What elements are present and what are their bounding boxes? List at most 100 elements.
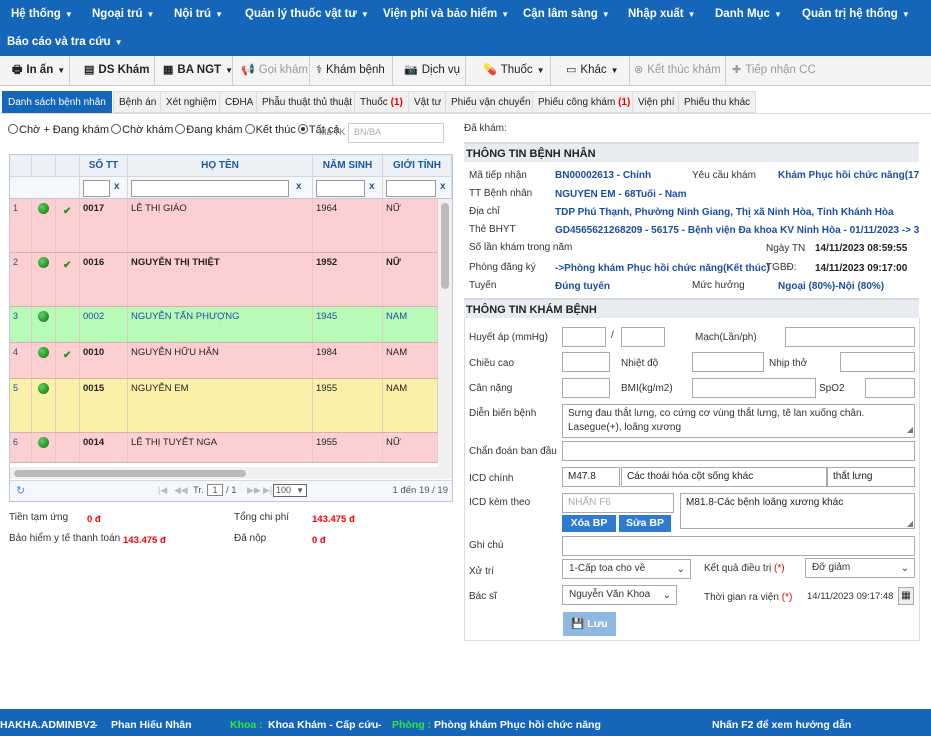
menu-noi-tru[interactable]: Nội trú ▼ — [174, 8, 223, 20]
xoa-bp-button[interactable]: Xóa BP — [562, 515, 616, 532]
icd-kem-input[interactable]: NHẤN F6 — [562, 493, 674, 513]
vertical-scrollbar[interactable] — [438, 199, 452, 467]
medicine-button[interactable]: 💊 Thuốc ▼ — [466, 56, 551, 85]
radio-tat-ca[interactable] — [297, 124, 308, 134]
tab-phieu-thu-khac[interactable]: Phiếu thu khác — [678, 91, 757, 113]
tab-benh-an[interactable]: Bệnh án — [113, 91, 163, 113]
scroll-thumb[interactable] — [14, 470, 246, 477]
huyet-ap-diastolic-input[interactable] — [621, 327, 665, 347]
chieu-cao-input[interactable] — [562, 352, 610, 372]
horizontal-scrollbar[interactable] — [10, 467, 452, 479]
ds-kham-button[interactable]: ▤ DS Khám — [70, 56, 155, 85]
prev-page-icon[interactable]: ◀◀ — [174, 485, 188, 495]
chan-doan-input[interactable] — [562, 441, 915, 461]
spo2-input[interactable] — [865, 378, 915, 398]
menu-label: Hệ thống — [11, 8, 61, 20]
tab-phieu-cong-kham[interactable]: Phiếu công khám (1) — [532, 91, 637, 113]
status-filter: Chờ + Đang khám Chờ khám Đang khám Kết thúc… — [8, 124, 342, 136]
table-row[interactable]: 3 0002 NGUYỄN TẤN PHƯỢNG 1945 NAM — [10, 307, 438, 343]
icd-code-input[interactable]: M47.8 — [562, 467, 620, 487]
resize-handle-icon[interactable]: ◢ — [906, 519, 913, 528]
filter-year-input[interactable] — [316, 180, 365, 197]
first-page-icon[interactable]: |◀ — [158, 485, 168, 495]
can-nang-input[interactable] — [562, 378, 610, 398]
ma-tk-input[interactable]: BN/BA — [348, 123, 444, 143]
examine-button[interactable]: ⚕ Khám bệnh — [310, 56, 393, 85]
col-year-header[interactable]: NĂM SINH — [313, 155, 383, 177]
sua-bp-button[interactable]: Sửa BP — [619, 515, 671, 532]
filter-stt-input[interactable] — [83, 180, 110, 197]
main-menu-bar: Hệ thống ▼ Ngoại trú ▼ Nội trú ▼ Quản lý th… — [0, 0, 931, 56]
col-gender-header[interactable]: GIỚI TÍNH — [383, 155, 452, 177]
menu-vien-phi[interactable]: Viện phí và bảo hiểm ▼ — [383, 8, 509, 20]
clear-filter-icon[interactable]: x — [440, 181, 446, 192]
tab-danh-sach[interactable]: Danh sách bệnh nhân — [2, 91, 112, 113]
table-row[interactable]: 2 ✔ 0016 NGUYỄN THỊ THIỆT 1952 NỮ — [10, 253, 438, 307]
tab-cdha[interactable]: CĐHA — [219, 91, 260, 113]
radio-cho-kham[interactable] — [111, 124, 122, 134]
menu-can-lam-sang[interactable]: Cận lâm sàng ▼ — [523, 8, 610, 20]
table-row[interactable]: 4 ✔ 0010 NGUYỄN HỮU HÂN 1984 NAM — [10, 343, 438, 379]
menu-he-thong[interactable]: Hệ thống ▼ — [11, 8, 73, 20]
cell-gender: NỮ — [383, 199, 438, 252]
icd-name-input[interactable]: Các thoái hóa cột sống khác — [621, 467, 827, 487]
col-name-header[interactable]: HỌ TÊN — [128, 155, 313, 177]
filter-name-input[interactable] — [131, 180, 289, 197]
print-button[interactable]: 🖶 In ấn ▼ — [0, 56, 70, 85]
icd-kem-textarea[interactable]: M81.8-Các bệnh loãng xương khác ◢ — [680, 493, 915, 529]
radio-cho-dang-kham[interactable] — [8, 124, 18, 134]
huyet-ap-systolic-input[interactable] — [562, 327, 606, 347]
save-button[interactable]: 💾 Lưu — [563, 612, 616, 636]
bac-si-select[interactable]: Nguyễn Văn Khoa ⌄ — [562, 585, 677, 605]
radio-label: Đang khám — [186, 124, 243, 136]
tab-vien-phi[interactable]: Viện phí — [632, 91, 681, 113]
radio-ket-thuc[interactable] — [244, 124, 255, 134]
refresh-icon[interactable]: ↻ — [16, 485, 26, 497]
icd-note-input[interactable]: thắt lưng — [827, 467, 915, 487]
tab-xet-nghiem[interactable]: Xét nghiệm — [160, 91, 223, 113]
other-button[interactable]: ▭ Khác ▼ — [551, 56, 630, 85]
next-page-icon[interactable]: ▶▶ — [247, 485, 261, 495]
ba-ngt-button[interactable]: ▦ BA NGT ▼ — [155, 56, 233, 85]
xu-tri-select[interactable]: 1-Cấp toa cho về ⌄ — [562, 559, 691, 579]
radio-dang-kham[interactable] — [175, 124, 186, 134]
clear-filter-icon[interactable]: x — [296, 181, 302, 192]
clear-filter-icon[interactable]: x — [369, 181, 375, 192]
service-button[interactable]: 📷 Dịch vụ — [393, 56, 466, 85]
menu-bao-cao[interactable]: Báo cáo và tra cứu ▼ — [7, 36, 122, 48]
nhip-tho-input[interactable] — [840, 352, 915, 372]
menu-label: Cận lâm sàng — [523, 8, 598, 20]
page-size-select[interactable]: 100 ▼ — [273, 484, 307, 497]
receive-cc-button[interactable]: ✚ Tiếp nhận CC — [726, 56, 826, 85]
tab-thuoc[interactable]: Thuốc (1) — [354, 91, 409, 113]
tab-phieu-van-chuyen[interactable]: Phiếu vận chuyển — [445, 91, 537, 113]
menu-ngoai-tru[interactable]: Ngoại trú ▼ — [92, 8, 154, 20]
end-exam-button[interactable]: ⊗ Kết thúc khám — [630, 56, 726, 85]
last-page-icon[interactable]: ▶| — [263, 485, 273, 495]
mach-input[interactable] — [785, 327, 915, 347]
ghi-chu-input[interactable] — [562, 536, 915, 556]
nhiet-do-input[interactable] — [692, 352, 764, 372]
clear-filter-icon[interactable]: x — [114, 181, 120, 192]
menu-quan-tri[interactable]: Quản trị hệ thống ▼ — [802, 8, 910, 20]
table-row[interactable]: 5 0015 NGUYỄN EM 1955 NAM — [10, 379, 438, 433]
calendar-icon[interactable]: ▦ — [898, 587, 914, 605]
resize-handle-icon[interactable]: ◢ — [906, 425, 913, 434]
scroll-thumb[interactable] — [441, 203, 449, 289]
table-row[interactable]: 6 0014 LÊ THỊ TUYẾT NGA 1955 NỮ — [10, 433, 438, 463]
call-button[interactable]: 📢 Gọi khám — [233, 56, 310, 85]
bmi-input[interactable] — [692, 378, 816, 398]
menu-danh-muc[interactable]: Danh Mục ▼ — [715, 8, 782, 20]
page-input[interactable]: 1 — [207, 484, 223, 496]
tab-phau-thuat[interactable]: Phẫu thuật thủ thuật — [256, 91, 359, 113]
filter-gender-input[interactable] — [386, 180, 436, 197]
check-cell — [56, 379, 80, 432]
col-stt-header[interactable]: SỐ TT — [80, 155, 128, 177]
caret-down-icon: ▼ — [360, 10, 369, 19]
table-row[interactable]: 1 ✔ 0017 LÊ THỊ GIÁO 1964 NỮ — [10, 199, 438, 253]
menu-nhap-xuat[interactable]: Nhập xuất ▼ — [628, 8, 696, 20]
dien-bien-textarea[interactable]: Sưng đau thắt lưng, co cứng cơ vùng thắt… — [562, 404, 915, 438]
menu-quan-ly-thuoc[interactable]: Quản lý thuốc vật tư ▼ — [245, 8, 369, 20]
tab-vat-tu[interactable]: Vật tư — [408, 91, 448, 113]
ket-qua-select[interactable]: Đỡ giảm ⌄ — [805, 558, 915, 578]
